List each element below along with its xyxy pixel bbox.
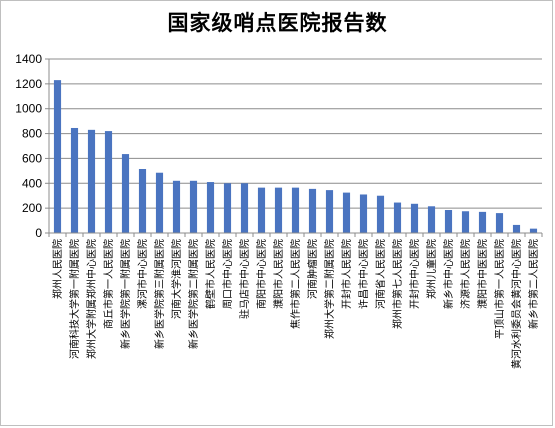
- bar: [223, 183, 232, 233]
- y-tick-label: 400: [22, 176, 42, 190]
- bar: [104, 131, 113, 233]
- chart-title: 国家级哨点医院报告数: [167, 10, 388, 35]
- bar: [410, 203, 419, 233]
- x-category-label: 开封市中心医院: [408, 239, 421, 309]
- x-category-label: 新乡医学院第二附属医院: [187, 239, 200, 349]
- bar: [478, 211, 487, 233]
- axes: [48, 59, 543, 237]
- x-category-label: 新乡市中心医院: [442, 239, 455, 309]
- x-category-label: 濮阳市人民医院: [272, 239, 285, 309]
- bar: [512, 224, 521, 233]
- x-category-label: 新乡市第二人民医院: [527, 239, 540, 329]
- y-tick-label: 0: [35, 226, 42, 240]
- bar: [257, 187, 266, 233]
- bar: [240, 183, 249, 233]
- bar: [529, 228, 538, 233]
- x-category-label: 新乡医学院第一附属医院: [119, 239, 132, 349]
- bar: [359, 194, 368, 233]
- x-category-label: 黄河水利委员会黄河中心医院: [510, 239, 523, 369]
- y-tick-label: 800: [22, 127, 42, 141]
- y-tick-label: 1200: [15, 77, 42, 91]
- bar: [121, 154, 130, 233]
- y-tick-label: 600: [22, 151, 42, 165]
- bar: [291, 187, 300, 233]
- bar: [308, 188, 317, 233]
- x-category-label: 郑州市第七人民医院: [391, 239, 404, 329]
- x-category-label: 济源市人民医院: [459, 239, 472, 309]
- x-category-label: 商丘市第一人民医院: [102, 239, 115, 329]
- x-category-label: 焦作市第二人民医院: [289, 239, 302, 329]
- x-category-label: 鹤壁市人民医院: [204, 239, 217, 309]
- y-tick-label: 1000: [15, 102, 42, 116]
- bar: [138, 168, 147, 233]
- x-category-label: 河南大学淮河医院: [170, 239, 183, 319]
- bars: [53, 80, 538, 233]
- x-category-label: 河南省人民医院: [374, 239, 387, 309]
- bar: [342, 192, 351, 233]
- bar: [172, 180, 181, 233]
- bar: [495, 213, 504, 233]
- x-category-label: 南阳市中心医院: [255, 239, 268, 309]
- bar: [155, 172, 164, 233]
- x-category-label: 平顶山市第一人民医院: [493, 239, 506, 339]
- x-axis-labels: 郑州人民医院 河南科技大学第一附属医院 郑州大学附属郑州中心医院 商丘市第一人民医院新…: [51, 239, 540, 369]
- bar: [189, 180, 198, 233]
- bar: [376, 195, 385, 233]
- bar: [53, 80, 62, 233]
- x-category-label: 河南科技大学第一附属医院: [68, 239, 81, 359]
- x-category-label: 新乡医学院第三附属医院: [153, 239, 166, 349]
- bar: [87, 129, 96, 233]
- bar: [206, 182, 215, 233]
- x-category-label: 河南肿瘤医院: [306, 239, 319, 299]
- bar: [427, 206, 436, 233]
- bar: [70, 127, 79, 233]
- x-category-label: 郑州大学第二附属医院: [323, 239, 336, 339]
- x-category-label: 郑州儿童医院: [425, 239, 438, 299]
- bar: [274, 187, 283, 233]
- x-category-label: 周口市中心医院: [221, 239, 234, 309]
- y-tick-label: 200: [22, 201, 42, 215]
- x-category-label: 驻马店市中心医院: [238, 239, 251, 319]
- bar: [393, 202, 402, 233]
- bar: [461, 211, 470, 233]
- x-category-label: 漯河市中心医院: [136, 239, 149, 309]
- y-axis-ticks: 0 200 400 600 800 1000 1200 1400: [15, 52, 42, 240]
- x-category-label: 郑州人民医院: [51, 239, 64, 299]
- x-category-label: 许昌市中心医院: [357, 239, 370, 309]
- bar: [325, 190, 334, 233]
- x-category-label: 郑州大学附属郑州中心医院: [85, 239, 98, 359]
- y-tick-label: 1400: [15, 52, 42, 66]
- x-category-label: 濮阳市中医医院: [476, 239, 489, 309]
- x-category-label: 开封市人民医院: [340, 239, 353, 309]
- bar: [444, 210, 453, 233]
